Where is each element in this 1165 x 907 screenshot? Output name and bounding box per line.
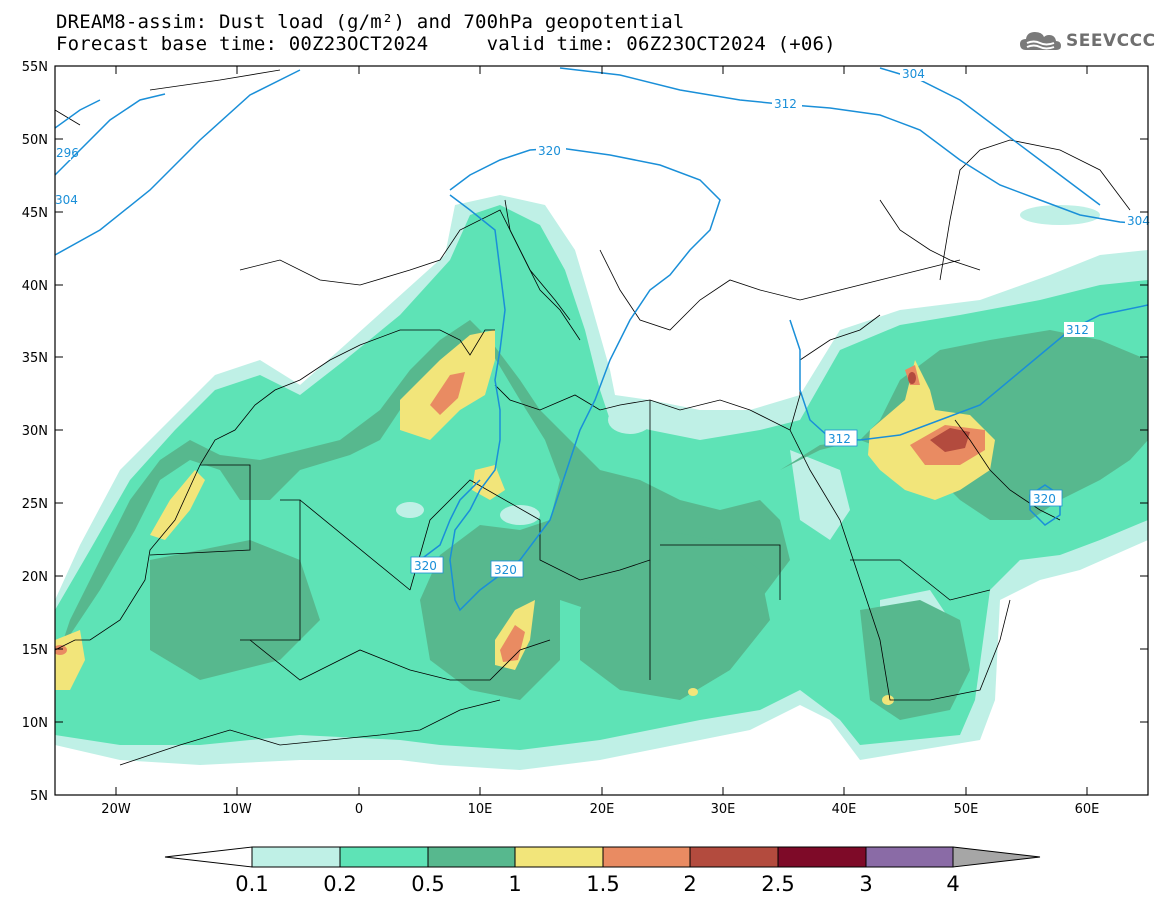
svg-text:320: 320 xyxy=(494,563,517,577)
colorbar-label: 3 xyxy=(859,872,872,896)
longitude-axis xyxy=(115,66,1088,795)
latitude-axis xyxy=(55,65,1148,723)
colorbar-label: 0.1 xyxy=(235,872,268,896)
lat-label: 40N xyxy=(22,279,48,294)
lat-label: 35N xyxy=(22,351,48,366)
colorbar-box xyxy=(689,846,779,868)
lon-label: 50E xyxy=(954,802,979,817)
lat-label: 5N xyxy=(30,789,48,804)
lon-label: 20W xyxy=(101,802,131,817)
dust-level-2 xyxy=(908,372,970,452)
colorbar-box xyxy=(865,846,954,868)
lon-label: 10W xyxy=(222,802,252,817)
svg-text:320: 320 xyxy=(538,144,561,158)
contour-label: 320 xyxy=(536,143,566,158)
lat-label: 45N xyxy=(22,206,48,221)
lat-label: 20N xyxy=(22,570,48,585)
contour-label: 296 xyxy=(55,145,79,160)
chart-subtitle: Forecast base time: 00Z23OCT2024 valid t… xyxy=(56,33,836,55)
svg-text:304: 304 xyxy=(902,67,925,81)
colorbar-label: 2.5 xyxy=(761,872,794,896)
contour-label: 304 xyxy=(1125,213,1150,228)
contour-label: 320 xyxy=(490,560,524,578)
svg-text:312: 312 xyxy=(1066,323,1089,337)
colorbar: 0.1 0.2 0.5 1 1.5 2 2.5 3 4 xyxy=(164,846,1041,896)
longitude-labels: 20W 10W 0 10E 20E 30E 40E 50E 60E xyxy=(101,802,1099,817)
contour-labels: 312 320 304 296 304 312 320 320 312 304 … xyxy=(55,66,1150,578)
lat-label: 10N xyxy=(22,716,48,731)
logo-text: SEEVCCC xyxy=(1066,31,1156,51)
coastlines-borders xyxy=(55,69,1131,766)
contour-label: 320 xyxy=(1029,489,1063,507)
colorbar-box xyxy=(427,846,516,868)
lon-label: 40E xyxy=(832,802,857,817)
svg-text:304: 304 xyxy=(55,193,78,207)
lon-label: 60E xyxy=(1075,802,1100,817)
contour-label: 304 xyxy=(55,192,78,207)
lat-label: 55N xyxy=(22,60,48,75)
colorbar-box xyxy=(339,846,429,868)
contour-label: 312 xyxy=(824,429,858,447)
lat-label: 25N xyxy=(22,497,48,512)
colorbar-label: 0.2 xyxy=(323,872,356,896)
contour-label: 312 xyxy=(772,96,802,111)
lon-label: 20E xyxy=(590,802,615,817)
colorbar-upper-arrow xyxy=(952,846,1041,868)
contour-label: 320 xyxy=(410,556,444,574)
colorbar-box xyxy=(602,846,691,868)
colorbar-label: 4 xyxy=(946,872,959,896)
svg-text:320: 320 xyxy=(1033,492,1056,506)
seevccc-logo: SEEVCCC xyxy=(1018,26,1156,56)
lat-label: 50N xyxy=(22,133,48,148)
colorbar-lower-arrow xyxy=(164,846,253,868)
svg-text:304: 304 xyxy=(1127,214,1150,228)
svg-text:312: 312 xyxy=(774,97,797,111)
svg-text:320: 320 xyxy=(414,559,437,573)
colorbar-box xyxy=(514,846,604,868)
chart-title: DREAM8-assim: Dust load (g/m²) and 700hP… xyxy=(56,11,685,33)
svg-text:296: 296 xyxy=(56,146,79,160)
contour-label: 312 xyxy=(1064,322,1094,337)
lon-label: 10E xyxy=(468,802,493,817)
lat-label: 30N xyxy=(22,424,48,439)
lon-label: 0 xyxy=(355,802,363,817)
colorbar-label: 1.5 xyxy=(586,872,619,896)
lon-label: 30E xyxy=(711,802,736,817)
colorbar-label: 2 xyxy=(683,872,696,896)
svg-text:312: 312 xyxy=(828,432,851,446)
colorbar-label: 1 xyxy=(508,872,521,896)
contour-label: 304 xyxy=(900,66,930,81)
latitude-labels: 55N 50N 45N 40N 35N 30N 25N 20N 15N 10N … xyxy=(22,60,48,804)
dust-fill-layer xyxy=(55,195,1148,770)
colorbar-label: 0.5 xyxy=(411,872,444,896)
colorbar-box xyxy=(777,846,867,868)
cloud-logo-icon xyxy=(1020,32,1061,50)
colorbar-box xyxy=(251,846,341,868)
dust-level-0-5 xyxy=(60,320,1148,720)
lat-label: 15N xyxy=(22,643,48,658)
